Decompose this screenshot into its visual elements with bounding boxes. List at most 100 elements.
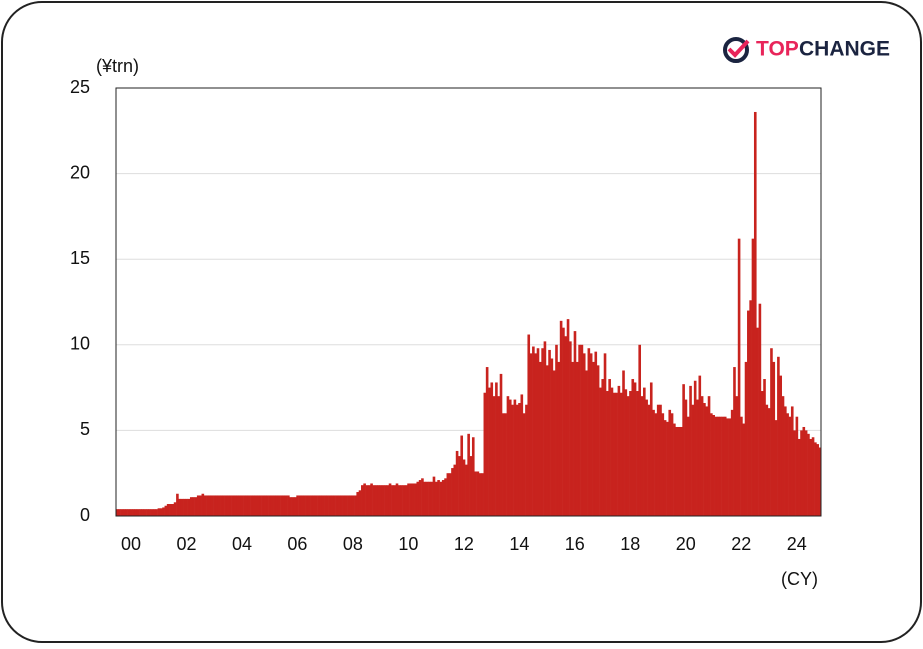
bar (497, 396, 501, 516)
bar (527, 334, 531, 516)
bar (686, 416, 690, 516)
bar (784, 406, 787, 516)
bar (118, 509, 121, 516)
bar (677, 426, 681, 516)
bar (541, 348, 544, 516)
bar (342, 495, 346, 516)
bar (324, 495, 327, 516)
bar (737, 238, 741, 516)
bar (194, 497, 198, 516)
bar (684, 399, 688, 516)
bar (693, 380, 697, 516)
bar (661, 413, 665, 516)
bar (818, 447, 822, 516)
bar (277, 495, 281, 516)
bar (601, 379, 605, 516)
bar (488, 387, 491, 516)
bar (469, 456, 473, 516)
bar (462, 459, 466, 516)
bar (367, 485, 371, 516)
bar (146, 509, 149, 516)
bar (455, 450, 459, 516)
bar (247, 495, 251, 516)
bar (171, 504, 175, 516)
bar (548, 349, 551, 516)
bar (448, 473, 452, 516)
bar (206, 495, 209, 516)
bar (545, 365, 549, 516)
bar (707, 396, 711, 516)
bar (391, 485, 394, 516)
bar (478, 473, 482, 516)
logo-ring (723, 37, 749, 63)
bar (511, 404, 514, 516)
bar (354, 495, 357, 516)
bar (571, 361, 574, 516)
bar (416, 481, 420, 516)
bar (425, 481, 429, 516)
bar (592, 361, 595, 516)
bar (183, 498, 186, 516)
bar (120, 509, 124, 516)
bar (441, 480, 445, 516)
bar (740, 416, 743, 516)
bar (337, 495, 341, 516)
bar (506, 396, 510, 516)
bar (199, 495, 202, 516)
bar (344, 495, 348, 516)
bar (185, 498, 188, 516)
x-tick-label: 22 (731, 534, 751, 554)
bar (224, 495, 228, 516)
bar (485, 367, 489, 516)
bar (236, 495, 239, 516)
bar (513, 399, 517, 516)
bar (608, 379, 611, 516)
bar (788, 416, 792, 516)
bar (599, 387, 602, 516)
logo-top: TOP (756, 38, 799, 61)
bar (257, 495, 260, 516)
bar (594, 351, 598, 516)
bar (797, 438, 801, 516)
bar (129, 509, 133, 516)
bar (240, 495, 244, 516)
bar (136, 509, 140, 516)
bar (328, 495, 332, 516)
bar (215, 495, 219, 516)
x-tick-label: 08 (343, 534, 363, 554)
bar (536, 348, 540, 516)
bar (169, 504, 172, 516)
bar (164, 505, 168, 516)
bar (777, 356, 780, 516)
bar (749, 300, 752, 516)
bar (640, 396, 644, 516)
bar (656, 404, 660, 516)
bar (384, 485, 387, 516)
bar (148, 509, 151, 516)
logo-check (727, 39, 750, 58)
bar (196, 495, 200, 516)
y-tick-label: 20 (70, 162, 90, 182)
bar (414, 483, 417, 516)
bar (492, 396, 496, 516)
bar (266, 495, 269, 516)
bar (504, 413, 507, 516)
bar (564, 336, 568, 516)
bar (814, 442, 817, 516)
bar (268, 495, 272, 516)
bar (529, 353, 533, 516)
bar (189, 497, 193, 516)
bar (213, 495, 216, 516)
bar (790, 406, 794, 516)
bar (596, 365, 600, 516)
bar (691, 404, 695, 516)
bar (451, 468, 454, 516)
bar (663, 420, 667, 516)
bar (703, 403, 706, 516)
bar (453, 464, 457, 516)
bar (386, 485, 390, 516)
bar (252, 495, 255, 516)
bar (543, 341, 547, 516)
bar (781, 396, 785, 516)
bar (700, 396, 704, 516)
